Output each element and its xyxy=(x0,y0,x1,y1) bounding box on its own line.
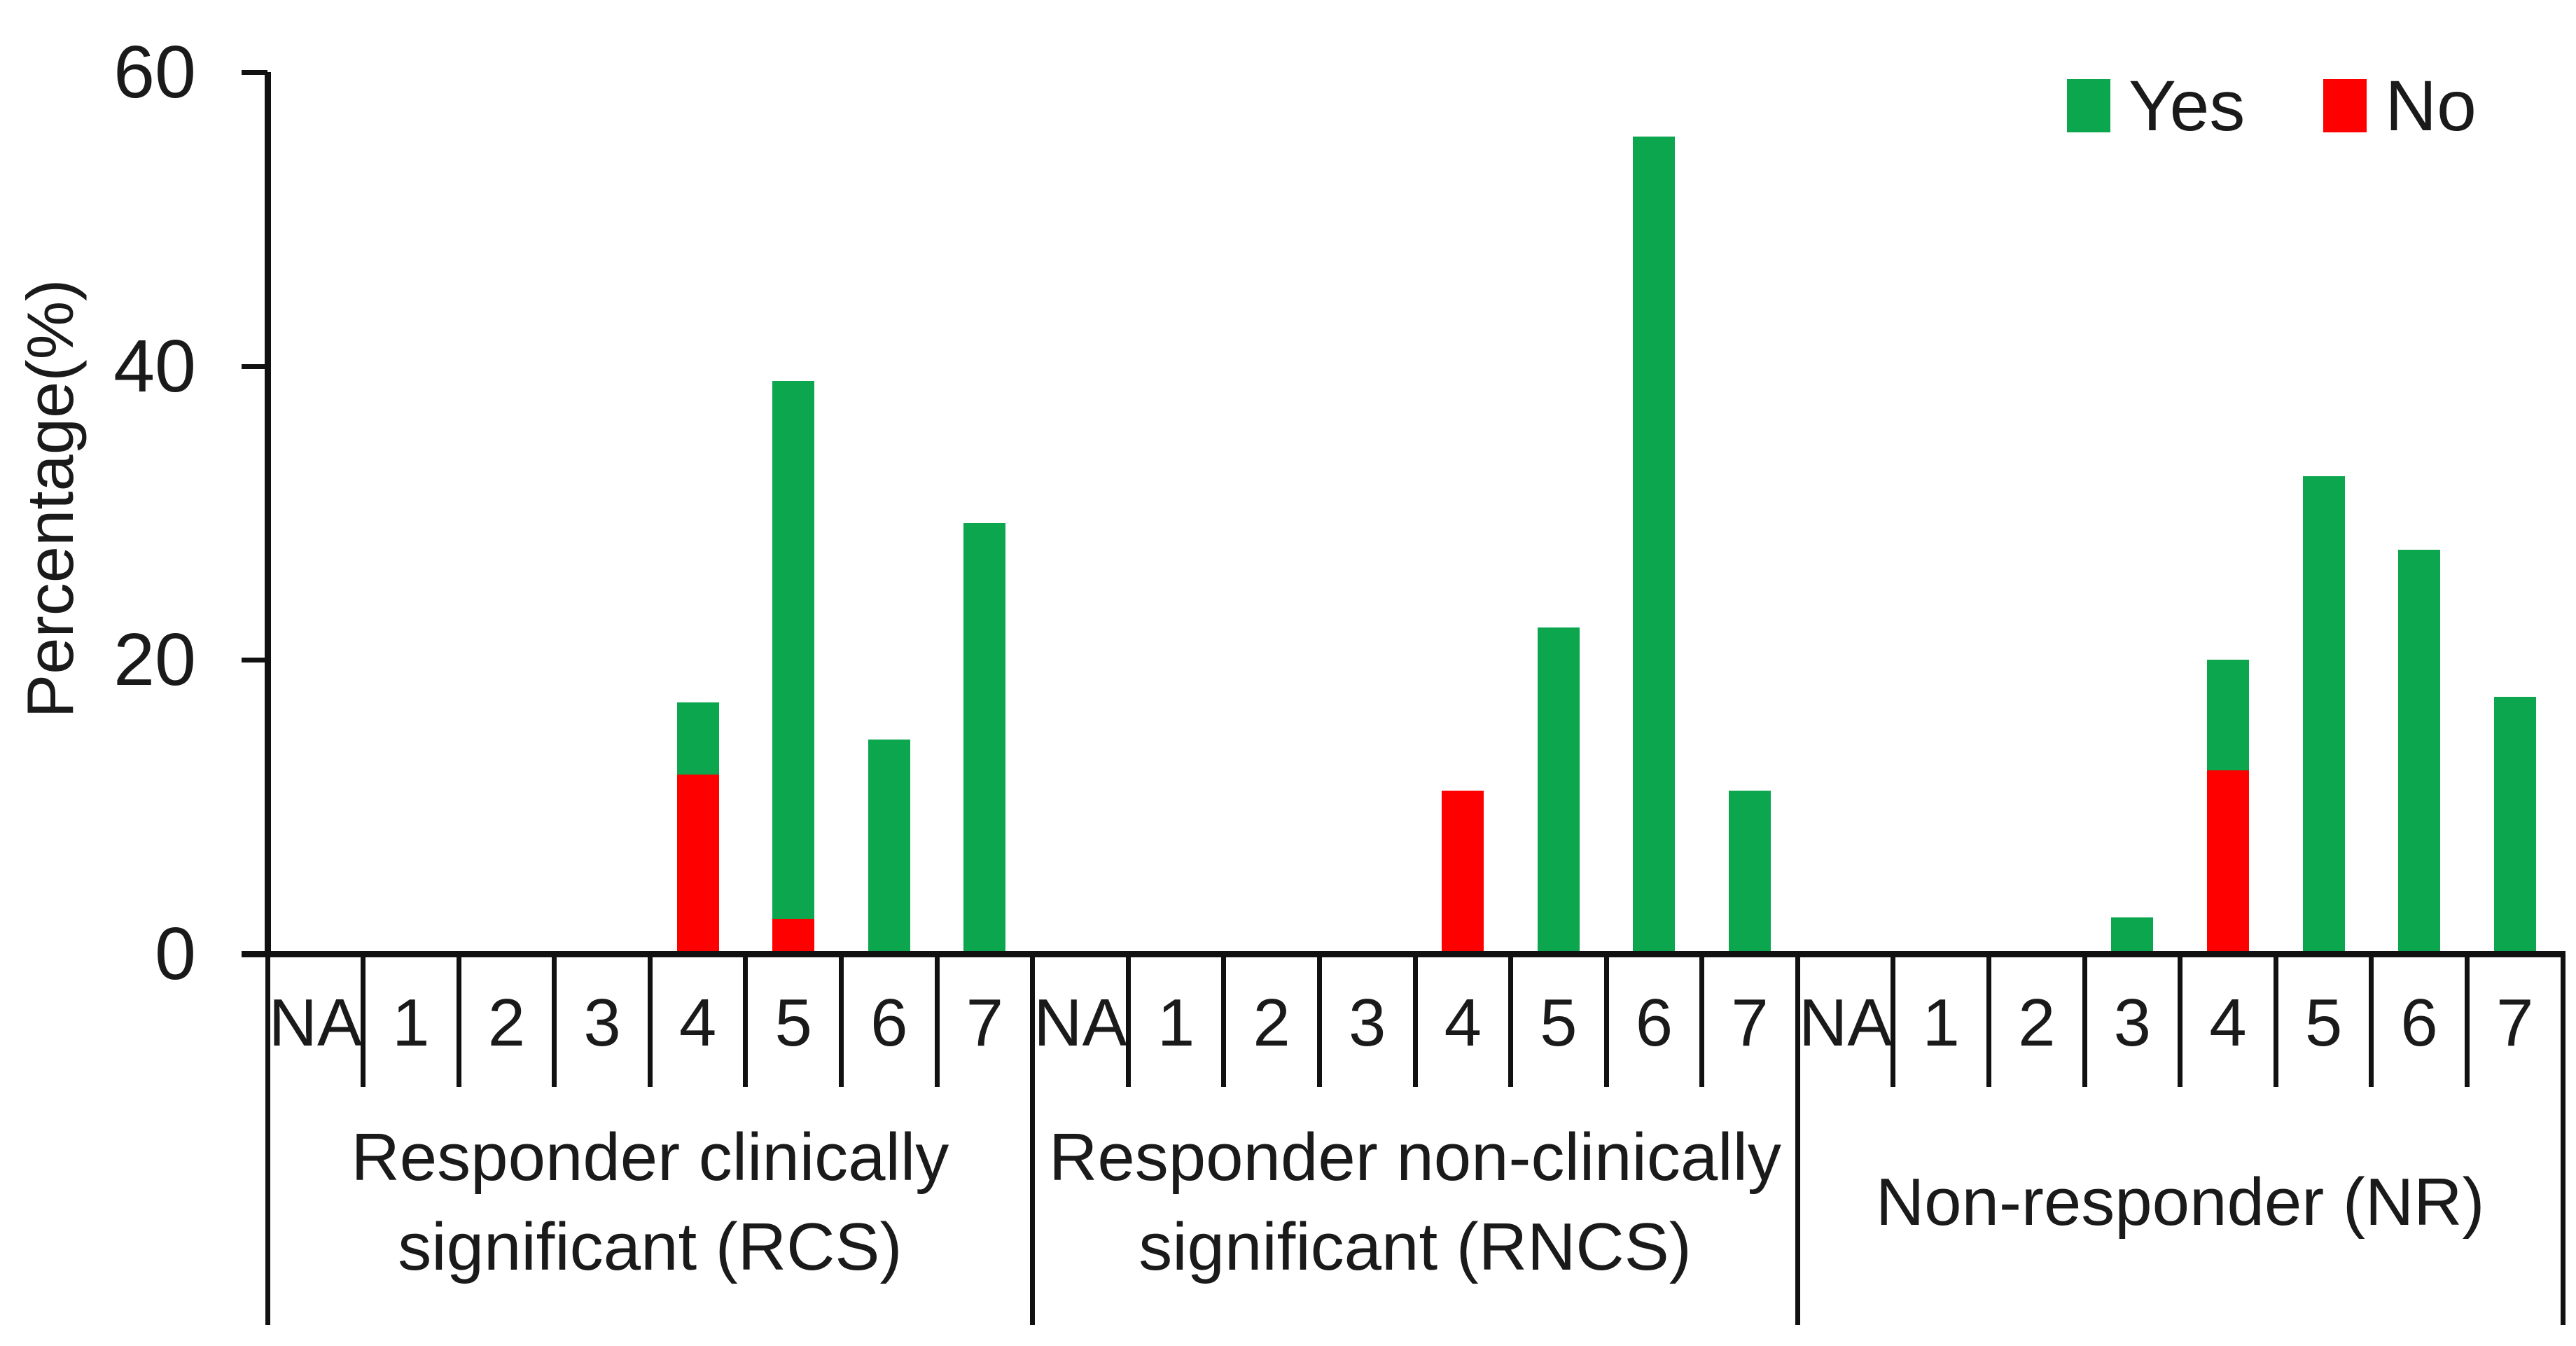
category-divider xyxy=(2369,954,2374,1087)
category-divider xyxy=(1603,954,1609,1087)
legend: Yes No xyxy=(2067,67,2477,144)
category-label: 1 xyxy=(1922,985,1960,1060)
bar-segment-yes xyxy=(2398,549,2441,954)
legend-yes-label: Yes xyxy=(2129,66,2246,146)
bar-segment-no xyxy=(2206,770,2249,954)
group-label-line: significant (RCS) xyxy=(398,1209,903,1284)
bar-segment-yes xyxy=(963,523,1006,954)
y-axis-tick xyxy=(242,658,267,663)
category-divider xyxy=(2464,954,2470,1087)
category-divider xyxy=(647,954,653,1087)
bar-segment-yes xyxy=(676,702,719,775)
bar-segment-yes xyxy=(772,380,815,919)
y-axis-tick-label: 40 xyxy=(113,324,196,408)
category-divider xyxy=(743,954,749,1087)
category-label: 4 xyxy=(678,985,717,1060)
category-divider xyxy=(456,954,461,1087)
bar-segment-no xyxy=(676,775,719,954)
bar-segment-no xyxy=(1442,791,1484,954)
bar-segment-yes xyxy=(868,739,910,954)
category-label: 5 xyxy=(774,985,812,1060)
category-label: 6 xyxy=(870,985,908,1060)
y-axis-tick-label: 60 xyxy=(113,31,196,113)
category-divider xyxy=(934,954,940,1087)
bar-segment-yes xyxy=(2206,660,2249,770)
category-divider xyxy=(2273,954,2278,1087)
y-axis-tick-label: 20 xyxy=(113,618,196,702)
category-label: 6 xyxy=(1635,985,1673,1060)
category-label: 4 xyxy=(2209,985,2247,1060)
category-divider xyxy=(839,954,844,1087)
category-label: 2 xyxy=(2018,985,2056,1060)
legend-item-yes: Yes xyxy=(2067,67,2245,144)
category-label: 3 xyxy=(1349,985,1386,1060)
category-label: 3 xyxy=(2113,985,2152,1060)
y-axis-line xyxy=(264,72,271,957)
category-label: 5 xyxy=(2304,985,2343,1060)
category-label: NA xyxy=(1033,985,1127,1060)
group-label: Responder non-clinically significant (RNC… xyxy=(1033,1090,1798,1315)
category-divider xyxy=(1125,954,1131,1087)
bar-segment-yes xyxy=(1537,627,1580,954)
category-divider xyxy=(2082,954,2087,1087)
category-divider xyxy=(552,954,557,1087)
category-divider xyxy=(1891,954,1896,1087)
category-label: 1 xyxy=(1157,985,1195,1060)
group-divider xyxy=(2560,954,2565,1325)
bar-segment-yes xyxy=(1633,137,1676,954)
category-label: 5 xyxy=(1540,985,1578,1060)
group-label: Non-responder (NR) xyxy=(1797,1090,2563,1315)
category-divider xyxy=(1316,954,1322,1087)
category-label: 2 xyxy=(1253,985,1290,1060)
category-label: 3 xyxy=(583,985,621,1060)
bar-segment-yes xyxy=(2111,917,2154,954)
legend-item-no: No xyxy=(2323,66,2477,146)
category-label: 4 xyxy=(1444,985,1482,1060)
bar-segment-yes xyxy=(2493,696,2536,954)
y-axis-tick xyxy=(242,70,267,75)
category-label: NA xyxy=(268,985,362,1060)
y-axis-tick-label: 0 xyxy=(155,913,196,995)
bar-segment-no xyxy=(772,918,815,954)
group-divider xyxy=(1030,954,1036,1325)
category-divider xyxy=(1412,954,1418,1087)
category-divider xyxy=(1508,954,1514,1087)
group-label: Responder clinically significant (RCS) xyxy=(267,1090,1033,1315)
group-label-line: Non-responder (NR) xyxy=(1875,1165,2485,1240)
category-label: 7 xyxy=(1731,985,1769,1060)
bar-segment-yes xyxy=(2302,476,2345,954)
category-label: 1 xyxy=(392,985,430,1060)
category-label: 6 xyxy=(2400,985,2438,1060)
bar-segment-yes xyxy=(1729,791,1771,954)
category-label: 7 xyxy=(966,985,1004,1060)
x-axis-line xyxy=(242,951,2565,957)
y-axis-tick xyxy=(242,363,267,369)
group-label-line: Responder clinically xyxy=(351,1120,949,1195)
category-divider xyxy=(1221,954,1227,1087)
legend-no-label: No xyxy=(2385,66,2477,146)
group-divider xyxy=(265,954,270,1325)
category-label: 7 xyxy=(2496,985,2534,1060)
category-divider xyxy=(2178,954,2183,1087)
category-divider xyxy=(361,954,366,1087)
group-label-line: Responder non-clinically xyxy=(1049,1120,1781,1195)
group-label-line: significant (RNCS) xyxy=(1139,1209,1692,1284)
category-divider xyxy=(1699,954,1705,1087)
category-divider xyxy=(1986,954,1991,1087)
category-label: 2 xyxy=(487,985,526,1060)
group-divider xyxy=(1795,954,1800,1325)
legend-no-swatch xyxy=(2323,79,2367,132)
legend-yes-swatch xyxy=(2067,79,2110,132)
category-label: NA xyxy=(1798,985,1893,1060)
